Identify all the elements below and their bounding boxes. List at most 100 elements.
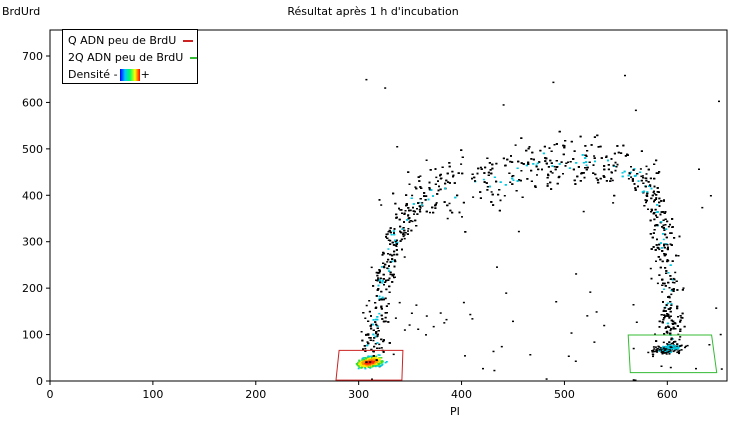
data-point bbox=[669, 333, 672, 335]
data-point bbox=[378, 347, 381, 349]
data-point bbox=[670, 304, 673, 306]
data-point bbox=[373, 337, 376, 339]
data-point bbox=[643, 205, 646, 207]
data-point bbox=[669, 264, 672, 266]
data-point bbox=[410, 312, 413, 314]
data-point bbox=[367, 334, 370, 336]
data-point bbox=[599, 145, 602, 148]
data-point bbox=[375, 332, 377, 335]
x-tick-label: 500 bbox=[554, 388, 575, 401]
data-point bbox=[385, 233, 388, 236]
data-point bbox=[664, 224, 667, 226]
data-point bbox=[672, 277, 675, 280]
data-point bbox=[667, 325, 670, 328]
data-point bbox=[384, 312, 387, 314]
data-point bbox=[653, 350, 656, 353]
legend-plus: + bbox=[140, 68, 150, 81]
data-point bbox=[498, 189, 501, 191]
data-point bbox=[367, 364, 370, 366]
data-point bbox=[630, 176, 633, 178]
data-point bbox=[499, 181, 502, 183]
data-point bbox=[364, 358, 367, 360]
data-point bbox=[425, 210, 428, 213]
data-point bbox=[658, 205, 661, 207]
data-point bbox=[378, 312, 381, 315]
data-point bbox=[460, 163, 463, 165]
data-point bbox=[395, 213, 398, 216]
data-point bbox=[419, 198, 422, 200]
data-point bbox=[395, 217, 398, 219]
data-point bbox=[670, 232, 673, 234]
data-point bbox=[368, 300, 371, 302]
data-point bbox=[389, 273, 392, 276]
data-point bbox=[679, 330, 682, 332]
data-point bbox=[666, 248, 669, 251]
data-point bbox=[386, 267, 389, 269]
data-point bbox=[671, 279, 674, 281]
data-point bbox=[541, 168, 543, 171]
data-point bbox=[535, 165, 538, 168]
data-point bbox=[462, 201, 465, 204]
data-point bbox=[388, 285, 391, 288]
data-point bbox=[487, 174, 490, 176]
data-point bbox=[471, 173, 474, 175]
data-point bbox=[672, 328, 675, 330]
data-point bbox=[663, 282, 666, 285]
data-point bbox=[669, 351, 671, 354]
data-point bbox=[396, 241, 399, 244]
gate-polygon[interactable] bbox=[335, 349, 404, 381]
data-point bbox=[378, 199, 381, 201]
data-point bbox=[663, 246, 666, 249]
data-point bbox=[365, 333, 368, 336]
data-point bbox=[369, 358, 372, 360]
data-point bbox=[505, 292, 508, 294]
data-point bbox=[653, 218, 656, 221]
data-point bbox=[371, 365, 374, 367]
data-point bbox=[419, 186, 422, 188]
data-point bbox=[423, 195, 426, 197]
data-point bbox=[676, 343, 679, 345]
data-point bbox=[493, 176, 496, 178]
data-point bbox=[395, 239, 398, 242]
data-point bbox=[370, 363, 373, 365]
data-point bbox=[620, 152, 623, 154]
data-point bbox=[673, 341, 676, 343]
data-point bbox=[662, 224, 665, 227]
data-point bbox=[434, 203, 437, 206]
data-point bbox=[375, 295, 378, 297]
data-point bbox=[539, 149, 542, 152]
data-point bbox=[418, 201, 421, 204]
data-point bbox=[384, 281, 387, 283]
data-point bbox=[370, 355, 373, 358]
data-point bbox=[362, 365, 365, 367]
data-point bbox=[605, 180, 608, 182]
data-point bbox=[381, 296, 384, 299]
data-point bbox=[409, 209, 412, 212]
data-point bbox=[488, 162, 491, 164]
data-point bbox=[650, 208, 653, 211]
data-point bbox=[469, 313, 472, 316]
data-point bbox=[391, 260, 394, 263]
data-point bbox=[655, 172, 658, 174]
data-point bbox=[651, 236, 654, 239]
data-point bbox=[653, 190, 655, 193]
data-point bbox=[659, 266, 662, 269]
data-point bbox=[568, 167, 571, 169]
data-point bbox=[669, 301, 672, 303]
data-point bbox=[671, 260, 674, 262]
data-point bbox=[569, 161, 572, 163]
data-point bbox=[656, 216, 659, 218]
data-point bbox=[358, 363, 361, 365]
data-point bbox=[674, 347, 676, 349]
data-point bbox=[667, 308, 670, 310]
data-point bbox=[651, 353, 654, 355]
x-axis-label: PI bbox=[450, 405, 460, 418]
data-point bbox=[536, 174, 538, 176]
gate-polygon[interactable] bbox=[627, 334, 718, 374]
data-point bbox=[369, 367, 372, 369]
data-point bbox=[367, 360, 370, 363]
data-point bbox=[662, 350, 664, 353]
data-point bbox=[653, 185, 656, 188]
data-point bbox=[527, 161, 530, 164]
data-point bbox=[658, 191, 660, 193]
